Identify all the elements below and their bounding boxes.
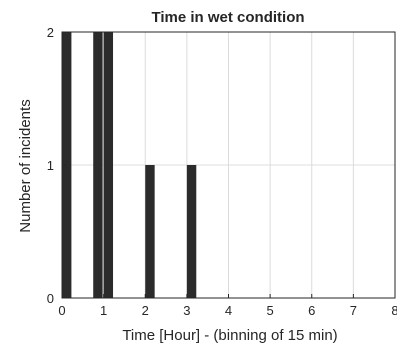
x-axis-ticks: 0 1 2 3 4 5 6 7 8	[58, 294, 397, 318]
x-tick-label: 1	[100, 303, 107, 318]
x-tick-label: 4	[225, 303, 232, 318]
x-tick-label: 6	[308, 303, 315, 318]
histogram-bar	[93, 32, 103, 298]
x-tick-label: 8	[391, 303, 397, 318]
bars	[62, 32, 197, 298]
y-tick-label: 2	[47, 25, 54, 40]
chart-title: Time in wet condition	[151, 9, 304, 26]
x-axis-label: Time [Hour] - (binning of 15 min)	[122, 327, 337, 344]
y-tick-label: 0	[47, 291, 54, 306]
histogram-bar	[103, 32, 114, 298]
y-axis-label: Number of incidents	[17, 99, 34, 232]
x-tick-label: 2	[142, 303, 149, 318]
x-tick-label: 3	[183, 303, 190, 318]
y-axis-ticks: 0 1 2	[47, 25, 66, 306]
x-tick-label: 7	[350, 303, 357, 318]
x-tick-label: 0	[58, 303, 65, 318]
y-tick-label: 1	[47, 158, 54, 173]
histogram-bar	[186, 165, 197, 298]
x-tick-label: 5	[267, 303, 274, 318]
histogram-bar	[145, 165, 155, 298]
histogram-bar	[62, 32, 72, 298]
